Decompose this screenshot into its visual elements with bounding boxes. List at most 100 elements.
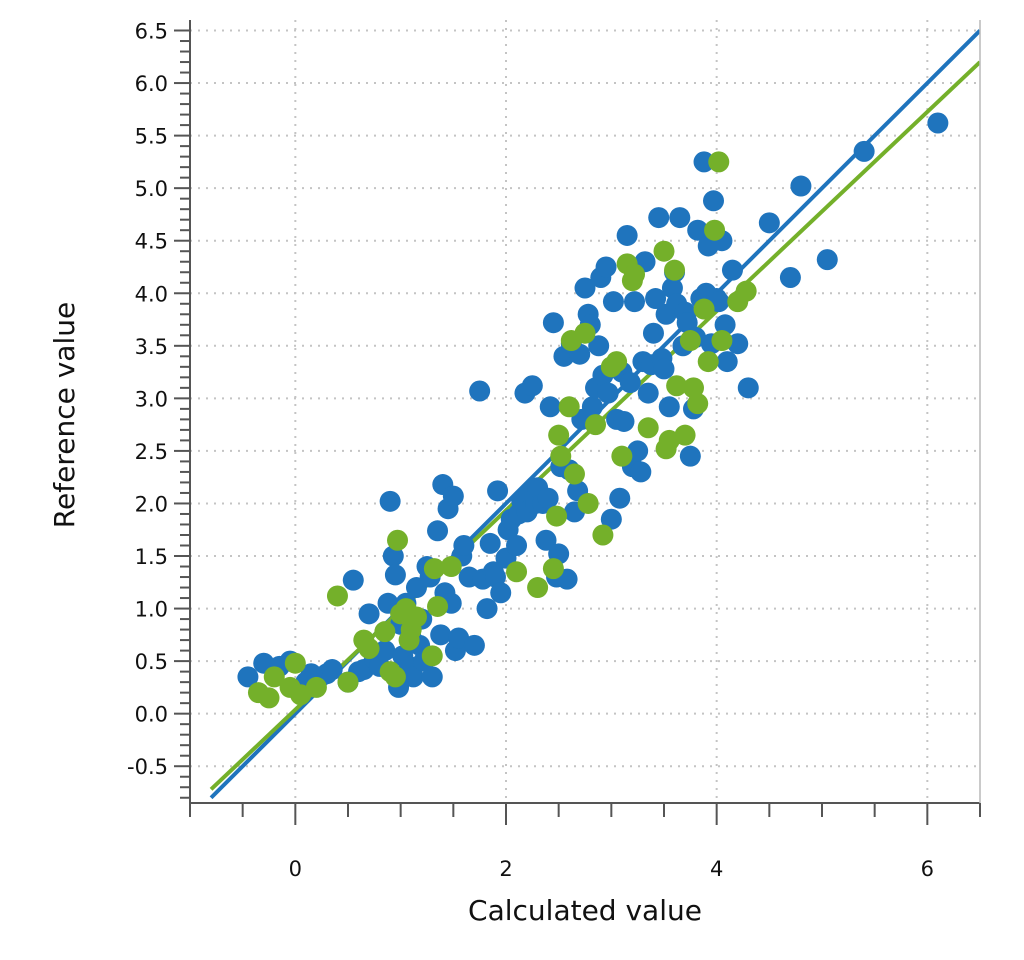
data-point-series-2 bbox=[384, 666, 406, 688]
data-point-series-1 bbox=[661, 277, 683, 299]
data-point-series-1 bbox=[427, 520, 449, 542]
data-point-series-2 bbox=[405, 606, 427, 628]
data-point-series-1 bbox=[648, 207, 670, 229]
data-point-series-2 bbox=[423, 558, 445, 580]
data-point-series-1 bbox=[679, 445, 701, 467]
data-point-series-1 bbox=[476, 598, 498, 620]
data-point-series-1 bbox=[430, 624, 452, 646]
data-point-series-1 bbox=[521, 375, 543, 397]
data-point-series-1 bbox=[703, 190, 725, 212]
data-point-series-1 bbox=[600, 508, 622, 530]
data-point-series-2 bbox=[658, 429, 680, 451]
data-point-series-2 bbox=[284, 652, 306, 674]
data-point-series-1 bbox=[379, 490, 401, 512]
data-point-series-1 bbox=[602, 291, 624, 313]
y-tick-label: 3.0 bbox=[135, 387, 168, 411]
data-point-series-2 bbox=[358, 638, 380, 660]
data-point-series-1 bbox=[537, 487, 559, 509]
data-point-series-2 bbox=[611, 445, 633, 467]
data-point-series-1 bbox=[490, 582, 512, 604]
data-point-series-2 bbox=[527, 577, 549, 599]
data-point-series-1 bbox=[342, 569, 364, 591]
data-point-series-1 bbox=[637, 382, 659, 404]
y-tick-label: 3.5 bbox=[135, 335, 168, 359]
data-point-series-1 bbox=[609, 487, 631, 509]
data-point-series-1 bbox=[448, 627, 470, 649]
data-point-series-1 bbox=[442, 485, 464, 507]
tick-labels: -0.5 0.0 0.5 1.0 1.5 2.0 2.5 3.0 3.5 4.0 4.5 5.0 5.5… bbox=[127, 20, 934, 881]
data-point-series-2 bbox=[290, 684, 312, 706]
data-point-series-1 bbox=[669, 207, 691, 229]
y-tick-label: 5.5 bbox=[135, 125, 168, 149]
data-point-series-2 bbox=[258, 687, 280, 709]
data-point-series-1 bbox=[358, 603, 380, 625]
data-point-series-1 bbox=[653, 358, 675, 380]
data-point-series-1 bbox=[237, 666, 259, 688]
data-point-series-1 bbox=[624, 291, 646, 313]
data-point-series-1 bbox=[630, 461, 652, 483]
data-point-series-1 bbox=[588, 335, 610, 357]
data-point-series-2 bbox=[693, 298, 715, 320]
y-tick-label: 2.5 bbox=[135, 440, 168, 464]
data-point-series-1 bbox=[642, 322, 664, 344]
data-point-series-1 bbox=[595, 256, 617, 278]
data-point-series-2 bbox=[421, 645, 443, 667]
data-point-series-2 bbox=[387, 529, 409, 551]
data-point-series-1 bbox=[539, 396, 561, 418]
data-point-series-1 bbox=[597, 382, 619, 404]
data-point-series-1 bbox=[469, 380, 491, 402]
data-point-series-1 bbox=[463, 634, 485, 656]
data-point-series-2 bbox=[679, 330, 701, 352]
x-tick-label: 0 bbox=[289, 857, 302, 881]
data-point-series-1 bbox=[616, 224, 638, 246]
data-point-series-2 bbox=[674, 424, 696, 446]
data-point-series-2 bbox=[337, 671, 359, 693]
data-point-series-2 bbox=[427, 595, 449, 617]
data-point-series-1 bbox=[687, 219, 709, 241]
y-axis-title: Reference value bbox=[48, 302, 81, 528]
data-point-series-1 bbox=[619, 372, 641, 394]
data-point-series-1 bbox=[384, 564, 406, 586]
data-point-series-2 bbox=[637, 417, 659, 439]
data-point-series-1 bbox=[714, 314, 736, 336]
data-point-series-2 bbox=[563, 463, 585, 485]
data-point-series-2 bbox=[542, 558, 564, 580]
data-point-series-1 bbox=[421, 666, 443, 688]
data-point-series-1 bbox=[716, 351, 738, 373]
data-point-series-2 bbox=[585, 414, 607, 436]
data-point-series-2 bbox=[704, 219, 726, 241]
data-point-series-2 bbox=[550, 445, 572, 467]
data-point-series-1 bbox=[479, 532, 501, 554]
data-point-series-1 bbox=[535, 529, 557, 551]
data-point-series-1 bbox=[453, 535, 475, 557]
axes bbox=[174, 20, 981, 825]
data-point-series-1 bbox=[374, 640, 396, 662]
data-point-series-2 bbox=[666, 375, 688, 397]
data-point-series-1 bbox=[737, 377, 759, 399]
data-point-series-1 bbox=[321, 659, 343, 681]
data-point-series-1 bbox=[645, 288, 667, 310]
y-tick-label: 6.5 bbox=[135, 20, 168, 44]
data-point-series-2 bbox=[664, 259, 686, 281]
data-point-series-2 bbox=[506, 561, 528, 583]
data-point-series-2 bbox=[546, 505, 568, 527]
y-tick-label: 1.0 bbox=[135, 598, 168, 622]
y-tick-label: 0.5 bbox=[135, 650, 168, 674]
data-point-series-2 bbox=[305, 676, 327, 698]
y-tick-label: 5.0 bbox=[135, 177, 168, 201]
data-point-series-2 bbox=[263, 666, 285, 688]
data-point-series-2 bbox=[735, 280, 757, 302]
data-point-series-2 bbox=[682, 377, 704, 399]
data-point-series-2 bbox=[326, 585, 348, 607]
y-tick-label: 6.0 bbox=[135, 72, 168, 96]
data-point-series-2 bbox=[624, 263, 646, 285]
data-point-series-2 bbox=[711, 330, 733, 352]
x-tick-label: 2 bbox=[499, 857, 512, 881]
data-point-series-1 bbox=[382, 545, 404, 567]
data-point-series-1 bbox=[627, 440, 649, 462]
data-point-series-1 bbox=[779, 266, 801, 288]
data-point-series-2 bbox=[653, 240, 675, 262]
data-point-series-1 bbox=[658, 396, 680, 418]
data-point-series-1 bbox=[693, 151, 715, 173]
data-point-series-2 bbox=[606, 351, 628, 373]
